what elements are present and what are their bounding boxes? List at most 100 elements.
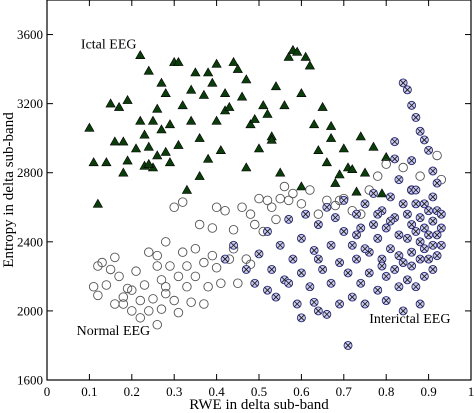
ictal-point <box>194 170 205 180</box>
interictal-point <box>322 309 332 319</box>
ictal-point <box>130 143 142 153</box>
interictal-point <box>220 254 230 264</box>
ictal-point <box>135 50 146 60</box>
ictal-point <box>139 129 150 139</box>
interictal-point <box>411 199 421 209</box>
ictal-point <box>113 101 125 111</box>
normal-point <box>173 271 184 282</box>
points-layer <box>84 44 447 350</box>
normal-point <box>279 181 290 192</box>
normal-point <box>118 292 129 302</box>
interictal-point <box>407 261 417 271</box>
normal-point <box>254 193 264 204</box>
interictal-point <box>267 265 277 274</box>
ictal-point <box>207 77 218 87</box>
x-tick-label: 0.2 <box>124 384 140 399</box>
interictal-point <box>360 199 370 209</box>
normal-point <box>233 278 243 289</box>
x-tick-label: 0.8 <box>378 384 394 399</box>
interictal-point <box>436 223 446 233</box>
ictal-point <box>92 198 103 208</box>
interictal-point <box>428 240 438 250</box>
interictal-point <box>313 220 323 229</box>
normal-point <box>144 306 154 316</box>
normal-point <box>165 261 175 271</box>
ictal-point <box>376 188 388 198</box>
normal-point <box>127 306 137 316</box>
ictal-point <box>270 81 282 91</box>
ictal-point <box>296 181 307 191</box>
interictal-point <box>385 192 395 202</box>
interictal-point <box>360 299 370 309</box>
ictal-point <box>359 167 371 177</box>
ictal-point <box>300 51 311 61</box>
interictal-point <box>343 341 353 350</box>
x-tick-label: 0 <box>44 384 51 399</box>
ticks-layer <box>46 0 472 381</box>
ictal-point <box>143 65 154 75</box>
ictal-point <box>381 151 392 161</box>
ictal-point <box>122 94 133 104</box>
y-tick-label: 2800 <box>17 165 43 180</box>
ictal-point <box>203 153 214 163</box>
interictal-point <box>356 223 366 233</box>
interictal-point <box>313 306 323 316</box>
normal-point <box>203 281 213 292</box>
interictal-point <box>284 214 294 224</box>
ictal-point <box>321 157 332 167</box>
interictal-point <box>432 230 442 240</box>
normal-point <box>250 219 260 230</box>
normal-point <box>135 295 146 306</box>
ictal-point <box>309 119 320 129</box>
normal-point <box>288 188 298 199</box>
normal-point <box>152 261 162 271</box>
interictal-point <box>335 299 345 309</box>
normal-point <box>144 247 154 257</box>
interictal-point <box>263 227 272 236</box>
normal-point <box>220 205 230 216</box>
normal-point <box>415 171 425 181</box>
interictal-point <box>424 206 434 216</box>
y-tick-label: 2400 <box>17 234 43 249</box>
normal-point <box>241 254 252 264</box>
interictal-point <box>322 202 332 212</box>
annotation-label: Interictal EEG <box>369 312 450 327</box>
ictal-point <box>325 132 337 142</box>
interictal-point <box>398 258 408 267</box>
normal-point <box>156 304 167 314</box>
interictal-point <box>419 271 429 281</box>
interictal-point <box>428 265 438 274</box>
interictal-point <box>373 233 383 243</box>
normal-point <box>262 195 273 206</box>
interictal-point <box>296 233 306 243</box>
y-tick-label: 2000 <box>17 303 43 318</box>
y-tick-label: 1600 <box>17 373 43 388</box>
interictal-point <box>352 254 361 264</box>
ictal-point <box>245 119 256 129</box>
interictal-point <box>411 113 421 122</box>
ictal-point <box>249 113 260 123</box>
normal-point <box>127 285 137 295</box>
normal-point <box>160 281 171 292</box>
ictal-point <box>160 88 171 98</box>
ictal-point <box>173 139 184 149</box>
ictal-point <box>152 150 163 160</box>
normal-point <box>190 271 201 282</box>
normal-point <box>266 202 277 213</box>
ictal-point <box>224 101 235 111</box>
interictal-point <box>394 282 404 292</box>
ictal-point <box>279 100 290 110</box>
interictal-point <box>254 249 264 259</box>
interictal-point <box>318 265 328 274</box>
ictal-point <box>317 101 328 111</box>
normal-point <box>148 294 158 304</box>
ictal-point <box>283 51 294 61</box>
normal-point <box>190 243 201 254</box>
ictal-point <box>338 143 349 153</box>
ictal-point <box>253 143 265 153</box>
normal-point <box>160 288 171 299</box>
interictal-point <box>356 278 366 288</box>
ictal-point <box>173 56 184 66</box>
normal-point <box>237 202 247 213</box>
ictal-point <box>177 100 188 110</box>
